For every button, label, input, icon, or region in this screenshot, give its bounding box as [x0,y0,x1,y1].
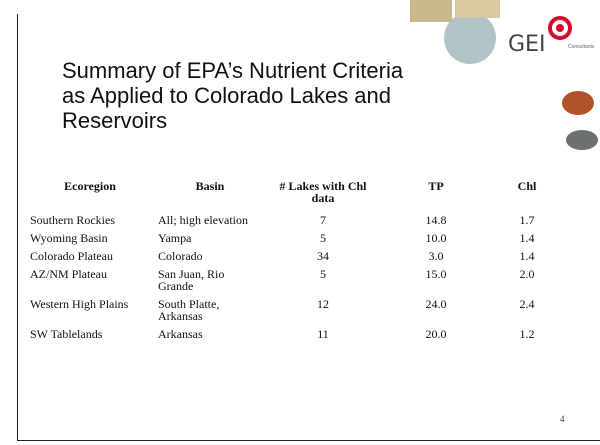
logo-subtitle: Consultants [568,44,594,50]
logo-icon [556,24,564,32]
slide: GEI Consultants Summary of EPA’s Nutrien… [0,0,600,445]
column-header: Chl [492,180,562,212]
table-cell: 5 [266,230,380,248]
table-cell: 1.4 [492,248,562,266]
column-header: Ecoregion [26,180,154,212]
table-cell: Western High Plains [26,296,154,326]
table-cell: All; high elevation [154,212,266,230]
column-header: TP [380,180,492,212]
photo [410,0,452,22]
frame-line [17,440,600,441]
table-cell: 34 [266,248,380,266]
table-cell: Southern Rockies [26,212,154,230]
photo [562,91,594,115]
table-cell: 20.0 [380,326,492,344]
table-cell: 12 [266,296,380,326]
table-cell: 1.7 [492,212,562,230]
photo [455,0,500,18]
table-cell: Wyoming Basin [26,230,154,248]
table-cell: 2.4 [492,296,562,326]
table-cell: SW Tablelands [26,326,154,344]
table-cell: 7 [266,212,380,230]
column-header: Basin [154,180,266,212]
table-cell: San Juan, Rio Grande [154,266,266,296]
table-cell: Arkansas [154,326,266,344]
logo: GEI [508,32,545,57]
table-cell: Colorado Plateau [26,248,154,266]
table-cell: 3.0 [380,248,492,266]
table-cell: 24.0 [380,296,492,326]
table-cell: 1.4 [492,230,562,248]
table-cell: 2.0 [492,266,562,296]
photo [444,12,496,64]
table-cell: South Platte, Arkansas [154,296,266,326]
table-cell: Yampa [154,230,266,248]
table-cell: 1.2 [492,326,562,344]
table-cell: 15.0 [380,266,492,296]
table-cell: Colorado [154,248,266,266]
table-cell: 10.0 [380,230,492,248]
page-number: 4 [560,414,565,424]
column-header: # Lakes with Chl data [266,180,380,212]
table-cell: AZ/NM Plateau [26,266,154,296]
slide-title: Summary of EPA’s Nutrient Criteria as Ap… [62,58,422,133]
table-cell: 14.8 [380,212,492,230]
table-cell: 5 [266,266,380,296]
photo [566,130,598,150]
table-cell: 11 [266,326,380,344]
